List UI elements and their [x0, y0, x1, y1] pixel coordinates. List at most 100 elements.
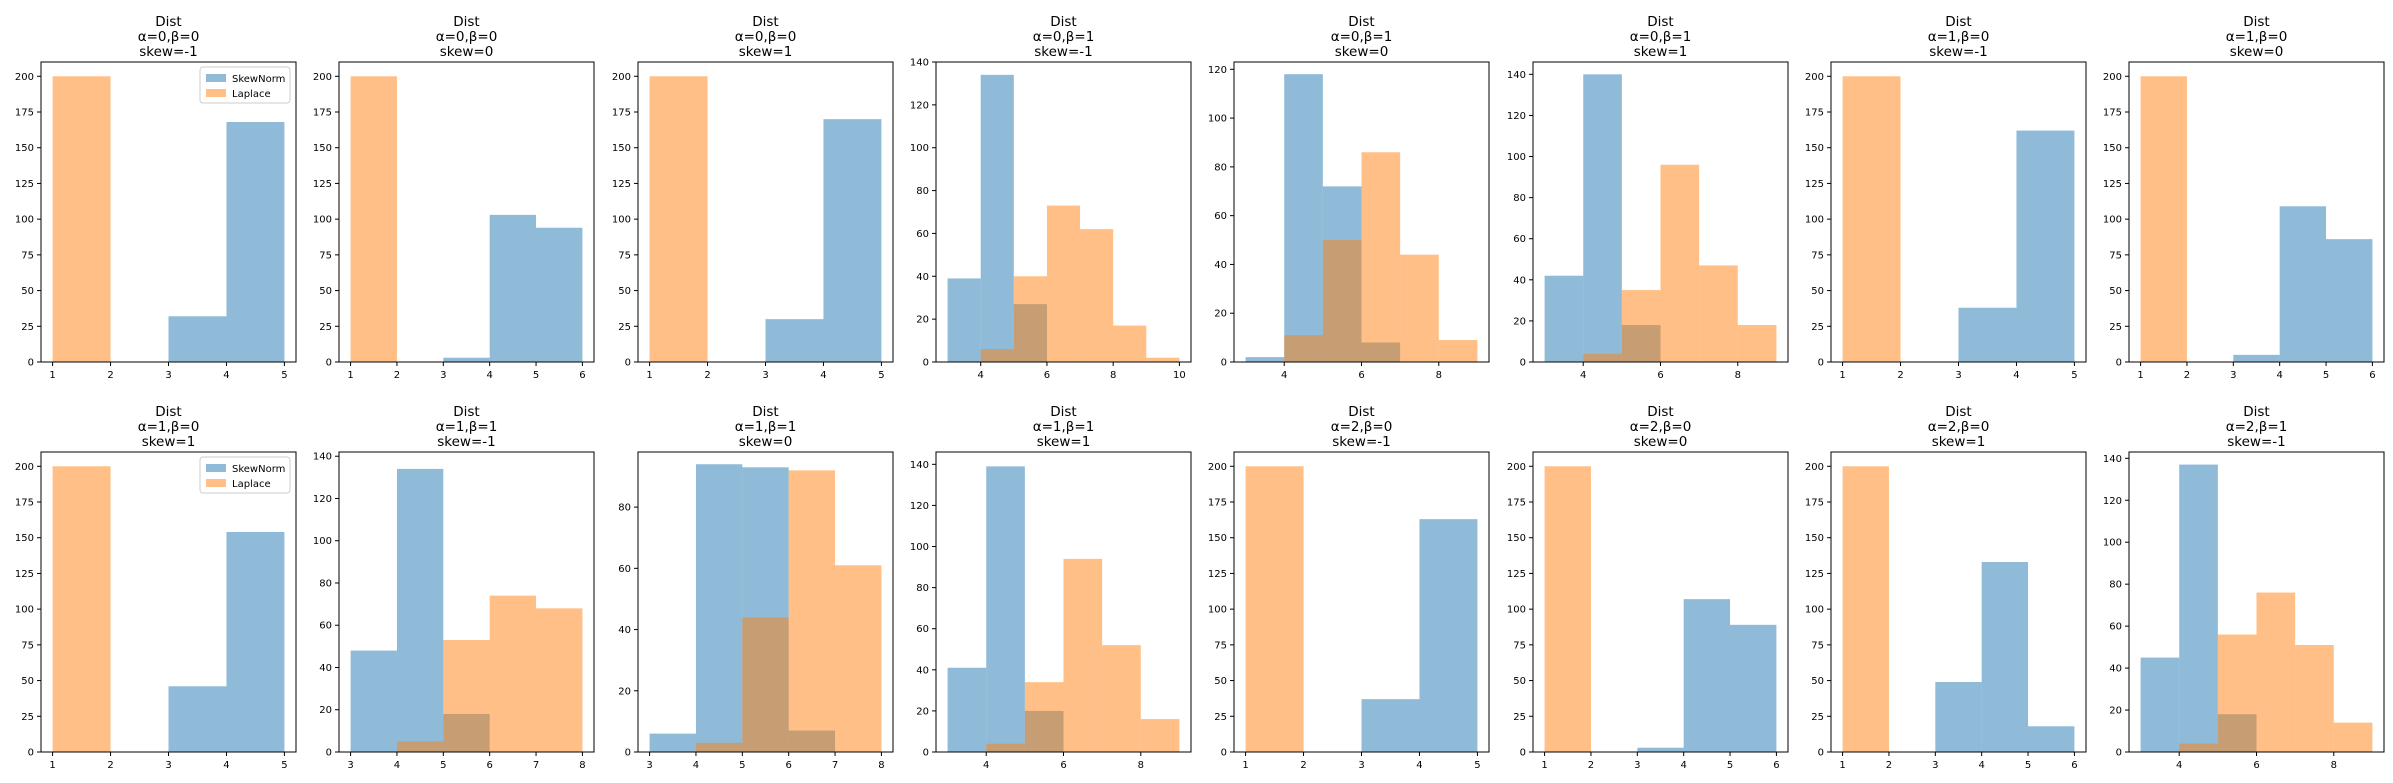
y-tick-label: 0 [2116, 358, 2122, 369]
chart-title: skew=-1 [1034, 44, 1093, 60]
x-tick-label: 8 [878, 760, 884, 771]
chart-title: Dist [155, 14, 181, 30]
x-tick-label: 4 [223, 370, 229, 381]
x-tick-label: 6 [1358, 370, 1364, 381]
x-tick-label: 2 [1588, 760, 1594, 771]
y-tick-label: 175 [15, 108, 34, 119]
x-tick-label: 5 [2323, 370, 2329, 381]
y-tick-label: 175 [1208, 498, 1227, 509]
y-tick-label: 80 [1513, 193, 1526, 204]
y-tick-label: 80 [916, 583, 929, 594]
bar-laplace [2256, 592, 2296, 752]
x-tick-label: 2 [1300, 760, 1306, 771]
bar-skewnorm [1544, 275, 1584, 362]
x-tick-label: 4 [693, 760, 699, 771]
bar-skewnorm [350, 650, 397, 752]
y-tick-label: 175 [15, 498, 34, 509]
y-tick-label: 60 [1513, 234, 1526, 245]
bar-laplace [835, 565, 882, 752]
x-tick-label: 3 [2230, 370, 2236, 381]
y-tick-label: 50 [21, 676, 34, 687]
x-tick-label: 1 [49, 370, 55, 381]
y-tick-label: 150 [1507, 533, 1526, 544]
x-tick-label: 10 [1173, 370, 1186, 381]
y-tick-label: 120 [313, 494, 332, 505]
y-tick-label: 40 [916, 272, 929, 283]
chart-title: skew=-1 [437, 434, 496, 450]
x-tick-label: 4 [2176, 760, 2182, 771]
chart-title: α=1,β=1 [735, 419, 797, 435]
bar-skewnorm [823, 119, 882, 363]
bar-laplace [1245, 466, 1304, 752]
x-tick-label: 2 [1897, 370, 1903, 381]
y-tick-label: 0 [923, 748, 929, 759]
y-tick-label: 100 [15, 215, 34, 226]
y-tick-label: 40 [2109, 664, 2122, 675]
x-tick-label: 4 [2276, 370, 2282, 381]
x-tick-label: 8 [1138, 760, 1144, 771]
x-tick-label: 4 [2013, 370, 2019, 381]
plot-frame [2128, 61, 2385, 363]
bar-skewnorm [536, 227, 583, 362]
bar-laplace [1400, 254, 1439, 362]
y-tick-label: 125 [1507, 569, 1526, 580]
chart-title: skew=0 [440, 44, 494, 60]
chart-title: skew=-1 [139, 44, 198, 60]
x-tick-label: 5 [739, 760, 745, 771]
bar-laplace [2295, 645, 2334, 752]
y-tick-label: 125 [1208, 569, 1227, 580]
plot-frame [338, 61, 595, 363]
y-tick-label: 150 [15, 533, 34, 544]
y-tick-label: 100 [15, 605, 34, 616]
y-tick-label: 0 [1520, 358, 1526, 369]
chart-title: α=1,β=0 [138, 419, 200, 435]
chart-title: skew=-1 [2227, 434, 2286, 450]
x-tick-label: 2 [2184, 370, 2190, 381]
y-tick-label: 0 [1221, 748, 1227, 759]
x-tick-label: 4 [978, 370, 984, 381]
bar-skewnorm [1935, 682, 1982, 752]
x-tick-label: 5 [440, 760, 446, 771]
chart-title: α=0,β=0 [735, 29, 797, 45]
x-tick-label: 5 [281, 760, 287, 771]
bar-laplace [695, 742, 743, 752]
bar-skewnorm [1361, 699, 1420, 752]
chart-title: Dist [453, 14, 479, 30]
y-tick-label: 40 [916, 665, 929, 676]
chart-title: skew=1 [1037, 434, 1091, 450]
y-tick-label: 125 [1805, 569, 1824, 580]
x-tick-label: 6 [486, 760, 492, 771]
plot-frame [1532, 451, 1789, 753]
y-tick-label: 100 [313, 536, 332, 547]
y-tick-label: 120 [910, 100, 929, 111]
y-tick-label: 20 [319, 705, 332, 716]
bar-laplace [1699, 265, 1738, 362]
legend-label: SkewNorm [232, 464, 285, 475]
y-tick-label: 0 [2116, 748, 2122, 759]
chart-title: Dist [1050, 404, 1076, 420]
y-tick-label: 100 [1507, 152, 1526, 163]
bar-laplace [1102, 645, 1141, 752]
bar-laplace [52, 466, 111, 752]
y-tick-label: 50 [1214, 676, 1227, 687]
y-tick-label: 20 [916, 315, 929, 326]
y-tick-label: 20 [1214, 309, 1227, 320]
chart-title: skew=1 [142, 434, 196, 450]
bar-laplace [1146, 357, 1180, 362]
x-tick-label: 1 [1839, 370, 1845, 381]
y-tick-label: 120 [2103, 496, 2122, 507]
bar-skewnorm [443, 357, 490, 362]
bar-skewnorm [1419, 519, 1478, 752]
legend-swatch [206, 74, 226, 82]
plot-frame [637, 451, 894, 753]
y-tick-label: 200 [1805, 462, 1824, 473]
y-tick-label: 25 [1214, 712, 1227, 723]
y-tick-label: 175 [1805, 498, 1824, 509]
chart-title: skew=0 [1634, 434, 1688, 450]
bar-laplace [1842, 76, 1901, 363]
